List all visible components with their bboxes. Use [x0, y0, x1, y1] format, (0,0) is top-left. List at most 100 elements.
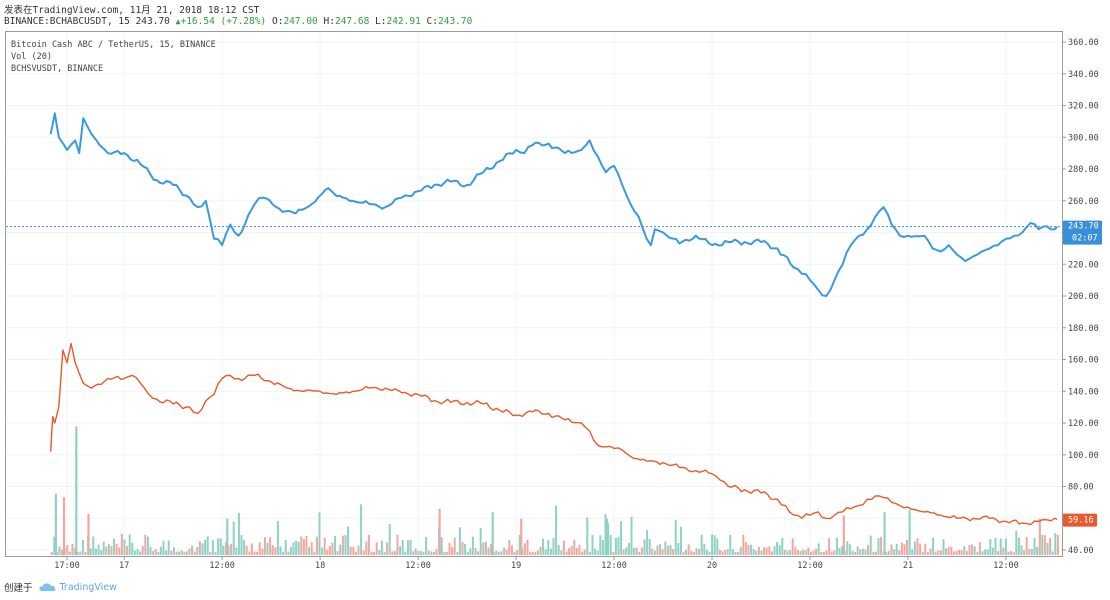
volume-bar	[256, 552, 259, 555]
x-tick-label: 12:00	[993, 561, 1019, 571]
volume-bar	[466, 551, 469, 555]
volume-bar	[630, 516, 633, 555]
volume-bar	[386, 542, 389, 555]
y-axis[interactable]: 360.00340.00320.00300.00280.00260.00240.…	[1062, 38, 1099, 556]
y-tick-label: 100.00	[1068, 451, 1099, 461]
abc-price-badge	[1063, 220, 1102, 245]
x-tick-label: 19	[511, 561, 521, 571]
volume-bar	[110, 545, 113, 555]
volume-bar	[898, 550, 901, 555]
volume-bar	[656, 545, 659, 555]
volume-bar	[976, 551, 979, 555]
volume-bar	[1004, 538, 1007, 555]
symbol-quote-line: BINANCE:BCHABCUSDT, 15 243.70 ▲+16.54 (+…	[4, 16, 472, 27]
volume-spike-bar	[605, 518, 609, 555]
y-tick-label: 260.00	[1068, 197, 1099, 207]
volume-bar	[960, 550, 963, 555]
volume-bar	[113, 538, 116, 555]
y-tick-label: 220.00	[1068, 260, 1099, 270]
legend-main-series: Bitcoin Cash ABC / TetherUS, 15, BINANCE	[11, 40, 216, 50]
volume-bar	[947, 547, 950, 555]
created-label: 创建于	[4, 583, 33, 594]
volume-bar	[432, 551, 435, 555]
volume-bar	[50, 552, 53, 555]
volume-bar	[406, 540, 409, 555]
volume-bar	[482, 542, 485, 555]
volume-bar	[911, 549, 914, 555]
volume-bar	[705, 549, 708, 555]
volume-bar	[1010, 551, 1013, 555]
volume-bar	[677, 543, 680, 555]
volume-bar	[282, 551, 285, 555]
volume-bar	[809, 551, 812, 555]
x-axis[interactable]: 17:00 17 12:00 18 12:00 19 12:00 20 12:00 21 12:00	[54, 556, 1019, 571]
volume-bar	[937, 550, 940, 555]
volume-bar	[235, 547, 238, 555]
volume-bar	[336, 551, 339, 555]
volume-bar	[799, 551, 802, 555]
volume-bar	[934, 551, 937, 555]
volume-bar	[586, 517, 589, 555]
volume-bar	[409, 539, 412, 555]
volume-bar	[516, 549, 519, 555]
volume-bar	[61, 549, 64, 555]
volume-bar	[674, 519, 677, 555]
volume-bar	[484, 542, 487, 555]
volume-bar	[328, 546, 331, 555]
volume-bar	[952, 551, 955, 555]
volume-bar	[609, 535, 612, 555]
volume-bar	[326, 549, 329, 555]
volume-bar	[622, 549, 625, 555]
volume-bar	[206, 536, 209, 555]
volume-bar	[1002, 547, 1005, 555]
volume-bar	[711, 534, 714, 555]
volume-bar	[869, 535, 872, 555]
volume-bar	[523, 543, 526, 555]
volume-bar	[666, 545, 669, 555]
volume-bar	[708, 552, 711, 555]
volume-bar	[183, 551, 186, 555]
volume-bar	[240, 535, 243, 555]
symbol-label: BINANCE:BCHABCUSDT, 15	[4, 16, 130, 27]
volume-bar	[180, 550, 183, 555]
volume-bar	[552, 538, 555, 555]
volume-bar	[614, 537, 617, 555]
x-tick-label: 17:00	[54, 561, 80, 571]
volume-bar	[201, 543, 204, 555]
volume-bar	[94, 548, 97, 555]
volume-bar	[560, 550, 563, 555]
volume-bar	[149, 546, 152, 555]
volume-bar	[604, 514, 607, 555]
volume-bar	[107, 544, 110, 555]
volume-bar	[97, 544, 100, 555]
volume-bar	[305, 536, 308, 555]
volume-bar	[880, 536, 883, 555]
tradingview-brand: TradingView	[59, 581, 117, 593]
volume-bar	[825, 550, 828, 555]
volume-bar	[76, 552, 79, 555]
volume-bar	[339, 544, 342, 555]
volume-bar	[978, 542, 981, 555]
volume-bar	[146, 536, 149, 555]
volume-bar	[230, 543, 233, 555]
volume-bar	[900, 542, 903, 555]
volume-bar	[1056, 534, 1059, 555]
published-line: 发表在TradingView.com, 11月 21, 2018 18:12 C…	[4, 5, 260, 16]
volume-bar	[100, 550, 103, 555]
volume-bar	[84, 552, 87, 555]
volume-bar	[838, 548, 841, 555]
volume-bar	[651, 548, 654, 555]
volume-bar	[284, 540, 287, 555]
volume-bar	[544, 549, 547, 555]
volume-bar	[724, 550, 727, 555]
volume-bar	[703, 543, 706, 555]
tradingview-logo[interactable]: TradingView	[38, 581, 117, 593]
volume-bar	[505, 549, 508, 555]
high-value: 247.68	[334, 16, 370, 27]
volume-bar	[581, 551, 584, 555]
sv-price-badge	[1063, 513, 1097, 527]
volume-bar	[266, 542, 269, 555]
volume-bar	[877, 538, 880, 555]
volume-bar	[464, 544, 467, 555]
